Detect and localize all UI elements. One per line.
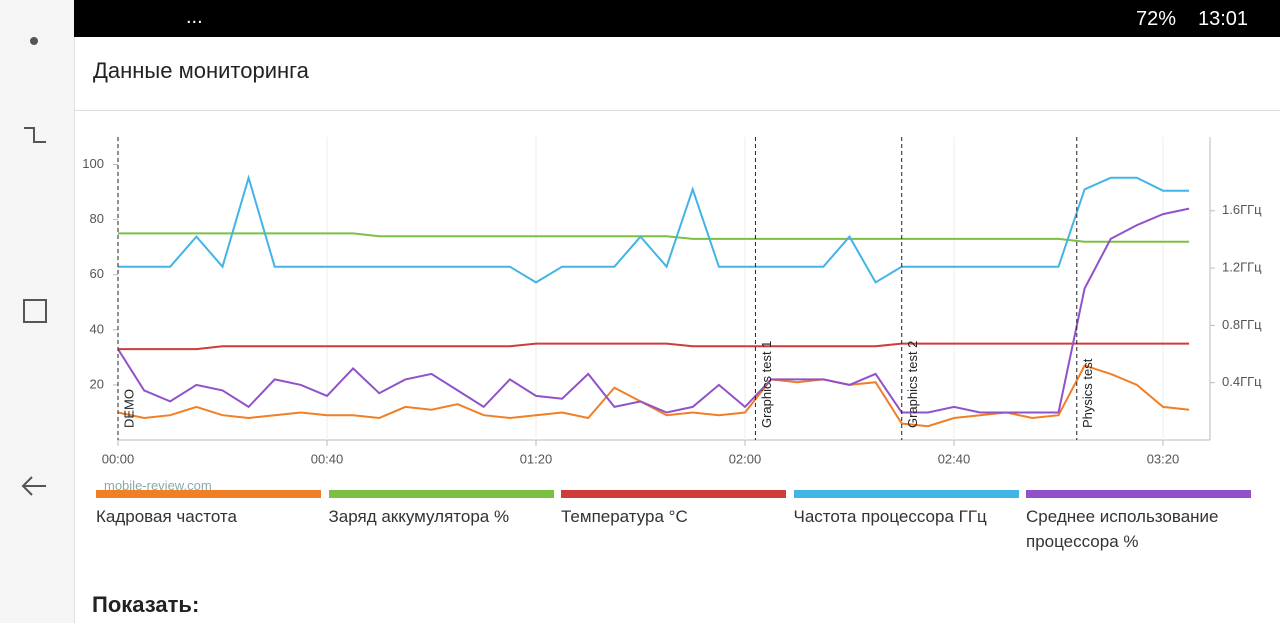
legend-swatch — [793, 490, 1019, 498]
nav-icons — [21, 37, 47, 496]
legend-item[interactable]: Среднее использование процессора % — [1026, 490, 1251, 554]
legend-label: Заряд аккумулятора % — [328, 507, 510, 526]
annotation-label: Graphics test 1 — [759, 341, 774, 428]
y2-tick-label: 1.6ГГц — [1222, 202, 1262, 217]
legend-label: Кадровая частота — [96, 507, 237, 526]
legend-item[interactable]: Кадровая частота — [96, 490, 321, 529]
legend-label: Среднее использование процессора % — [1026, 507, 1219, 551]
watermark: mobile-review.com — [104, 478, 212, 493]
legend-item[interactable]: Температура °C — [561, 490, 786, 529]
x-tick-label: 02:40 — [938, 451, 971, 466]
x-tick-label: 01:20 — [520, 451, 553, 466]
recent-icon[interactable] — [24, 127, 46, 143]
status-battery: 72% — [1136, 8, 1177, 30]
legend-label: Частота процессора ГГц — [793, 507, 987, 526]
series-line — [118, 174, 1190, 284]
dot-icon — [30, 37, 38, 45]
y-tick-label: 40 — [90, 321, 104, 336]
nav-bar — [0, 0, 75, 623]
legend-swatch — [328, 490, 554, 498]
y-tick-label: 100 — [82, 156, 104, 171]
legend-item[interactable]: Заряд аккумулятора % — [328, 490, 554, 529]
legend-swatch — [96, 490, 321, 498]
x-tick-label: 03:20 — [1147, 451, 1180, 466]
divider — [74, 110, 1280, 111]
legend-item[interactable]: Частота процессора ГГц — [793, 490, 1019, 529]
home-icon[interactable] — [23, 299, 47, 323]
y2-tick-label: 1.2ГГц — [1222, 260, 1262, 275]
series-line — [118, 232, 1190, 243]
legend-swatch — [1026, 490, 1251, 498]
show-label: Показать: — [92, 592, 200, 617]
y-tick-label: 60 — [90, 266, 104, 281]
status-bar: ... 72% 13:01 — [74, 0, 1280, 37]
annotation-label: Physics test — [1080, 358, 1095, 428]
status-more: ... — [186, 6, 203, 28]
y-tick-label: 20 — [90, 376, 104, 391]
x-tick-label: 02:00 — [729, 451, 762, 466]
legend-swatch — [561, 490, 786, 498]
y2-tick-label: 0.4ГГц — [1222, 374, 1262, 389]
back-icon[interactable] — [21, 476, 46, 496]
series-line — [117, 207, 1190, 414]
annotation-label: DEMO — [121, 389, 136, 428]
x-tick-label: 00:40 — [311, 451, 344, 466]
legend-label: Температура °C — [561, 507, 688, 526]
y-tick-label: 80 — [90, 211, 104, 226]
y2-tick-label: 0.8ГГц — [1222, 317, 1262, 332]
status-time: 13:01 — [1198, 8, 1249, 30]
series-line — [118, 342, 1190, 351]
header-title: Данные мониторинга — [93, 58, 309, 83]
annotation-label: Graphics test 2 — [905, 341, 920, 428]
series-line — [117, 364, 1190, 428]
x-tick-label: 00:00 — [102, 451, 135, 466]
